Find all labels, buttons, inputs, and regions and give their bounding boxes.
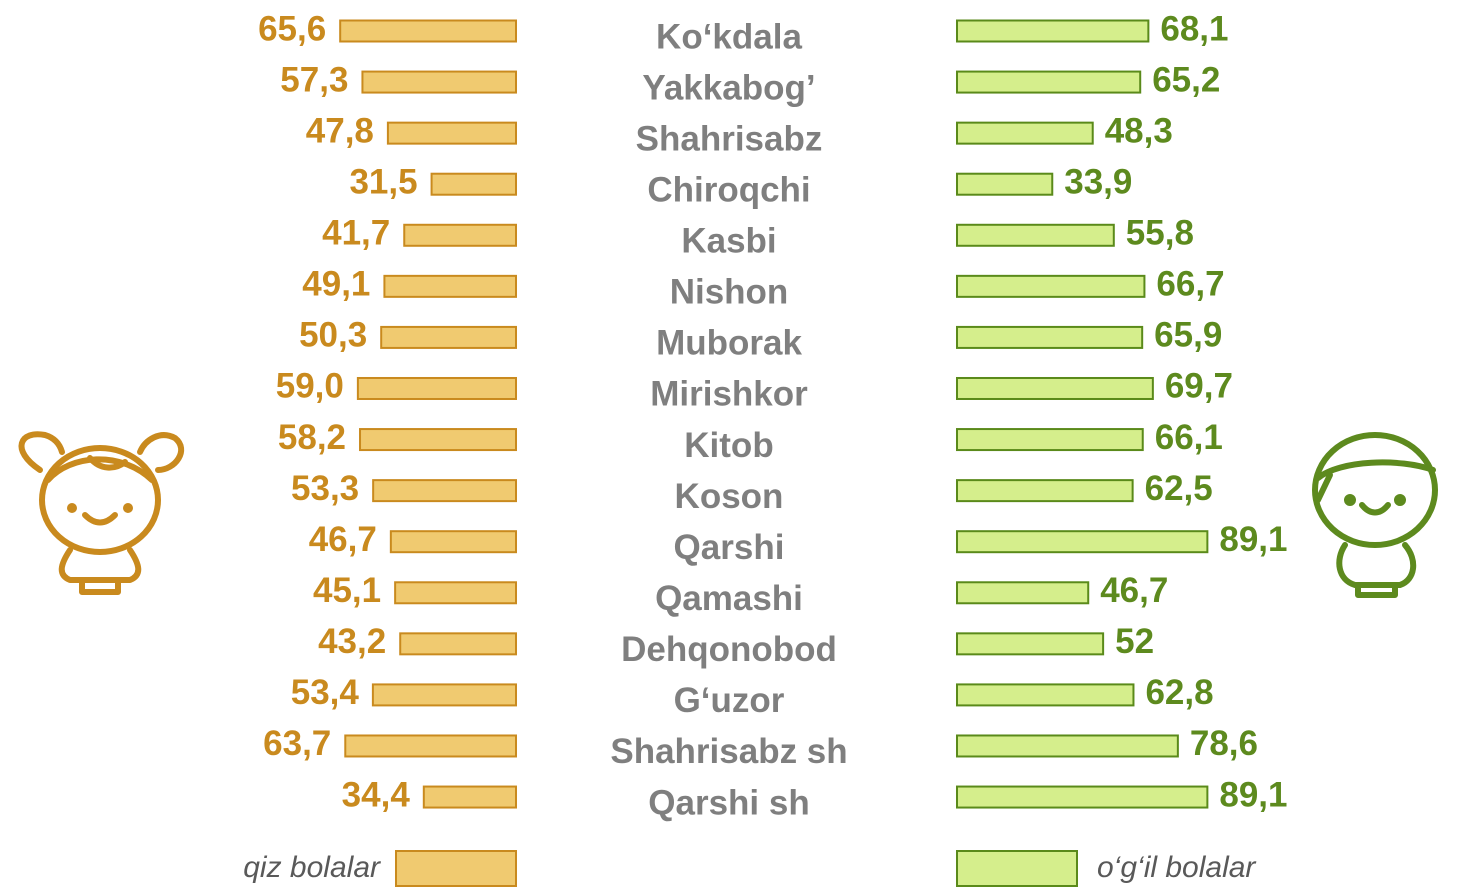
category-label: Yakkabog’ — [642, 68, 815, 107]
bar — [956, 581, 1090, 605]
bar — [383, 274, 517, 298]
value-label: 41,7 — [322, 214, 390, 253]
bar — [380, 325, 518, 349]
category-label: Ko‘kdala — [656, 17, 802, 56]
value-label: 65,6 — [258, 9, 326, 48]
bar — [394, 581, 517, 605]
bar — [956, 376, 1154, 400]
value-label: 57,3 — [280, 60, 348, 99]
value-label: 52 — [1115, 622, 1154, 661]
bar — [956, 223, 1115, 247]
bar — [359, 428, 517, 452]
category-label: Kitob — [684, 426, 773, 465]
bar — [956, 632, 1105, 656]
value-label: 65,9 — [1154, 316, 1222, 355]
value-label: 31,5 — [349, 162, 417, 201]
category-label: Qamashi — [655, 579, 803, 618]
bar — [956, 428, 1144, 452]
bar — [430, 172, 517, 196]
legend-label: o‘g‘il bolalar — [1097, 851, 1256, 884]
value-label: 66,7 — [1156, 265, 1224, 304]
bar — [344, 734, 517, 758]
value-label: 63,7 — [263, 724, 331, 763]
category-label: Mirishkor — [650, 375, 808, 414]
category-label: Shahrisabz — [636, 119, 823, 158]
bar — [339, 19, 517, 43]
bar — [399, 632, 517, 656]
bar — [956, 19, 1150, 43]
value-label: 47,8 — [306, 111, 374, 150]
bar — [956, 325, 1144, 349]
bar — [361, 70, 517, 94]
bar — [356, 376, 517, 400]
value-label: 58,2 — [278, 418, 346, 457]
boy-icon — [1312, 432, 1438, 598]
category-label: Qarshi — [674, 528, 785, 567]
category-label: Dehqonobod — [621, 630, 837, 669]
value-label: 59,0 — [276, 367, 344, 406]
legend-label: qiz bolalar — [243, 851, 381, 884]
category-label: G‘uzor — [674, 681, 785, 720]
bar — [371, 683, 517, 707]
bar — [956, 70, 1142, 94]
bar — [956, 274, 1146, 298]
value-label: 48,3 — [1105, 111, 1173, 150]
category-label: Nishon — [670, 273, 789, 312]
value-label: 34,4 — [342, 775, 411, 814]
value-label: 66,1 — [1155, 418, 1223, 457]
category-label: Muborak — [656, 324, 802, 363]
bar — [956, 479, 1134, 503]
value-label: 55,8 — [1126, 214, 1194, 253]
bar — [389, 530, 517, 554]
value-label: 46,7 — [309, 520, 377, 559]
value-label: 78,6 — [1190, 724, 1258, 763]
bar — [956, 121, 1094, 145]
bar — [956, 785, 1209, 809]
category-label: Koson — [675, 477, 784, 516]
bar — [422, 785, 518, 809]
value-label: 49,1 — [302, 265, 370, 304]
value-label: 45,1 — [313, 571, 381, 610]
value-label: 46,7 — [1100, 571, 1168, 610]
value-label: 69,7 — [1165, 367, 1233, 406]
value-label: 62,5 — [1145, 469, 1213, 508]
value-label: 68,1 — [1160, 9, 1228, 48]
bar — [956, 530, 1209, 554]
value-label: 53,4 — [291, 673, 360, 712]
category-label: Qarshi sh — [648, 783, 809, 822]
value-label: 89,1 — [1219, 520, 1287, 559]
category-label: Shahrisabz sh — [610, 732, 847, 771]
bar — [403, 223, 517, 247]
value-label: 65,2 — [1152, 60, 1220, 99]
bar — [372, 479, 517, 503]
bar — [386, 121, 517, 145]
bar — [956, 683, 1135, 707]
category-label: Chiroqchi — [647, 170, 810, 209]
legend-swatch — [395, 850, 517, 887]
bar — [956, 172, 1054, 196]
value-label: 53,3 — [291, 469, 359, 508]
value-label: 33,9 — [1064, 162, 1132, 201]
value-label: 89,1 — [1219, 775, 1287, 814]
legend-swatch — [956, 850, 1078, 887]
category-label: Kasbi — [681, 222, 776, 261]
bar — [956, 734, 1179, 758]
value-label: 43,2 — [318, 622, 386, 661]
value-label: 50,3 — [299, 316, 367, 355]
value-label: 62,8 — [1145, 673, 1213, 712]
girl-icon — [18, 431, 185, 595]
